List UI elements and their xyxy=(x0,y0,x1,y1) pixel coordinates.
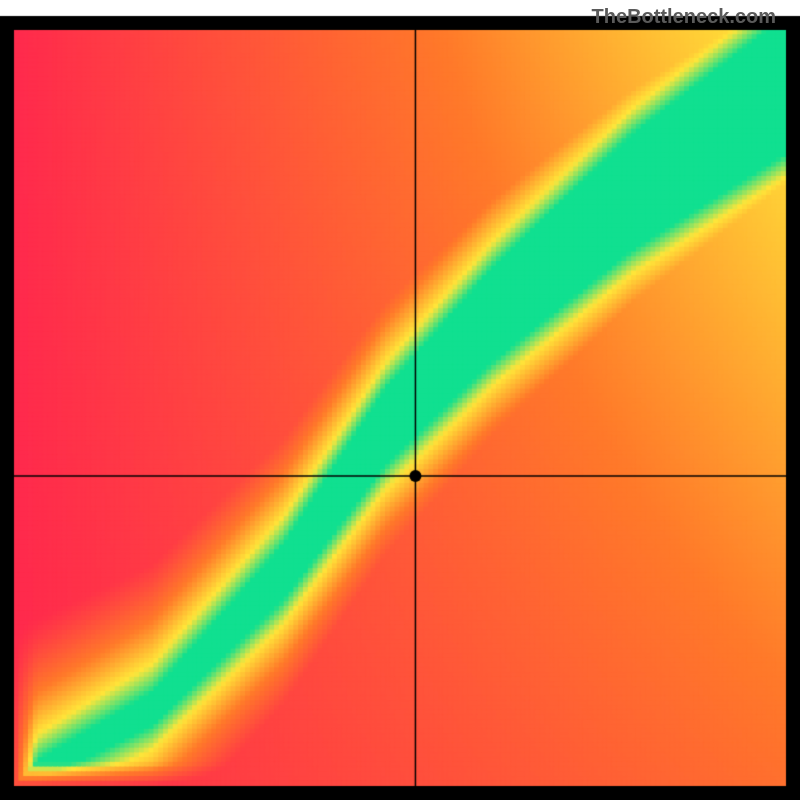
bottleneck-heatmap xyxy=(0,0,800,800)
attribution-text: TheBottleneck.com xyxy=(592,6,776,29)
